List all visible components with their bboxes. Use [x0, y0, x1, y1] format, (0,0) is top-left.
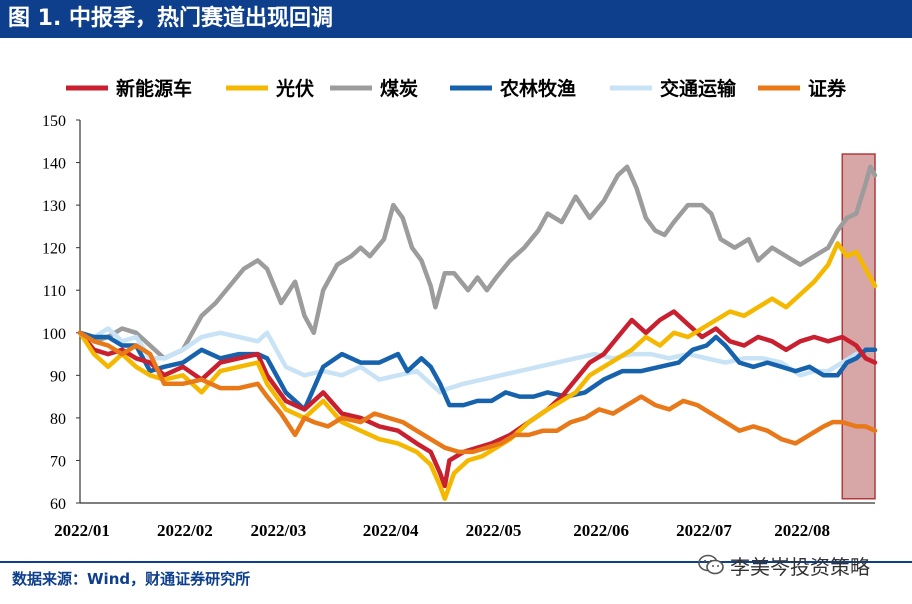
data-source-note: 数据来源：Wind，财通证券研究所: [12, 570, 251, 588]
x-tick-label: 2022/04: [363, 521, 419, 540]
x-tick-label: 2022/03: [251, 521, 307, 540]
line-chart: 新能源车 光伏 煤炭 农林牧渔 交通运输 证券 60 70 80 90 100 110 120 130 1…: [42, 77, 878, 540]
y-tick-label: 100: [42, 326, 66, 343]
x-tick-label: 2022/06: [573, 521, 629, 540]
legend: 新能源车 光伏 煤炭 农林牧渔 交通运输 证券: [66, 77, 847, 100]
y-tick-label: 110: [43, 283, 66, 300]
watermark: 李美岑投资策略: [698, 552, 870, 579]
x-tick-label: 2022/01: [54, 521, 110, 540]
legend-label-0: 新能源车: [116, 77, 192, 100]
wechat-icon: [698, 554, 724, 575]
series-line-4: [77, 326, 878, 395]
y-tick-label: 120: [42, 241, 66, 258]
series-line-3: [77, 330, 878, 412]
legend-label-4: 交通运输: [660, 77, 737, 100]
x-tick-label: 2022/02: [157, 521, 213, 540]
y-tick-label: 150: [42, 113, 66, 130]
footer-divider: [0, 561, 912, 563]
x-tick-label: 2022/07: [676, 521, 732, 540]
y-tick-label: 130: [42, 198, 66, 215]
axes: 60 70 80 90 100 110 120 130 140 150 2022/01 2022/02…: [42, 113, 875, 540]
series-layer: [77, 164, 878, 501]
watermark-text: 李美岑投资策略: [730, 554, 870, 579]
y-tick-label: 80: [50, 411, 66, 428]
y-tick-label: 60: [50, 496, 66, 513]
y-tick-label: 70: [50, 453, 66, 470]
series-line-0: [77, 309, 878, 489]
x-tick-label: 2022/08: [774, 521, 830, 540]
legend-label-3: 农林牧渔: [499, 77, 576, 100]
y-tick-label: 140: [42, 156, 66, 173]
series-line-1: [77, 241, 878, 501]
y-tick-label: 90: [50, 368, 66, 385]
chart-title-bar: 图 1. 中报季，热门赛道出现回调: [0, 0, 912, 38]
chart-title: 图 1. 中报季，热门赛道出现回调: [8, 6, 333, 31]
legend-label-1: 光伏: [275, 77, 314, 100]
legend-label-5: 证券: [808, 77, 847, 100]
series-line-2: [77, 164, 878, 361]
legend-label-2: 煤炭: [380, 78, 418, 100]
x-tick-label: 2022/05: [466, 521, 522, 540]
series-line-5: [77, 330, 878, 455]
